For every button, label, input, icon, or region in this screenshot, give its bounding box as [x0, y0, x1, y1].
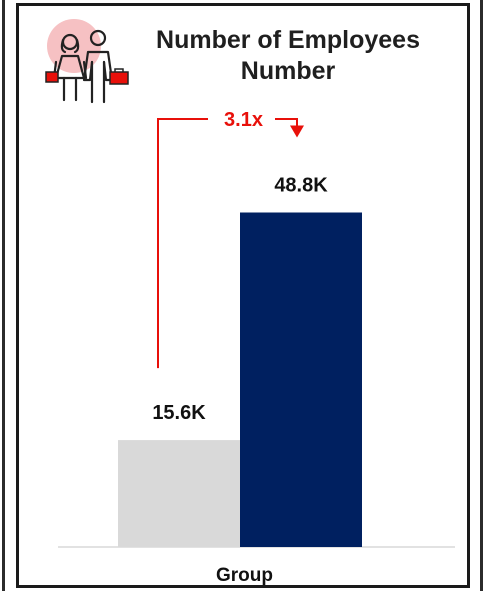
panel-divider-right [480, 0, 483, 591]
chart-subtitle: Number [240, 57, 336, 85]
data-label-15-6k: 15.6K [152, 402, 206, 424]
growth-multiplier-label: 3.1x [224, 109, 263, 131]
x-tick-label-group: Group [216, 565, 273, 586]
data-label-48-8k: 48.8K [274, 174, 328, 196]
chart-title: Number of Employees [156, 26, 420, 54]
growth-bracket [157, 118, 298, 369]
growth-arrowhead [290, 125, 304, 138]
bar-group-48-8k [240, 212, 362, 548]
bar-group-15-6k [118, 440, 240, 547]
chart-title-block: Number of Employees Number [128, 25, 448, 87]
panel-divider-left [2, 0, 5, 591]
employees-icon [40, 12, 132, 108]
